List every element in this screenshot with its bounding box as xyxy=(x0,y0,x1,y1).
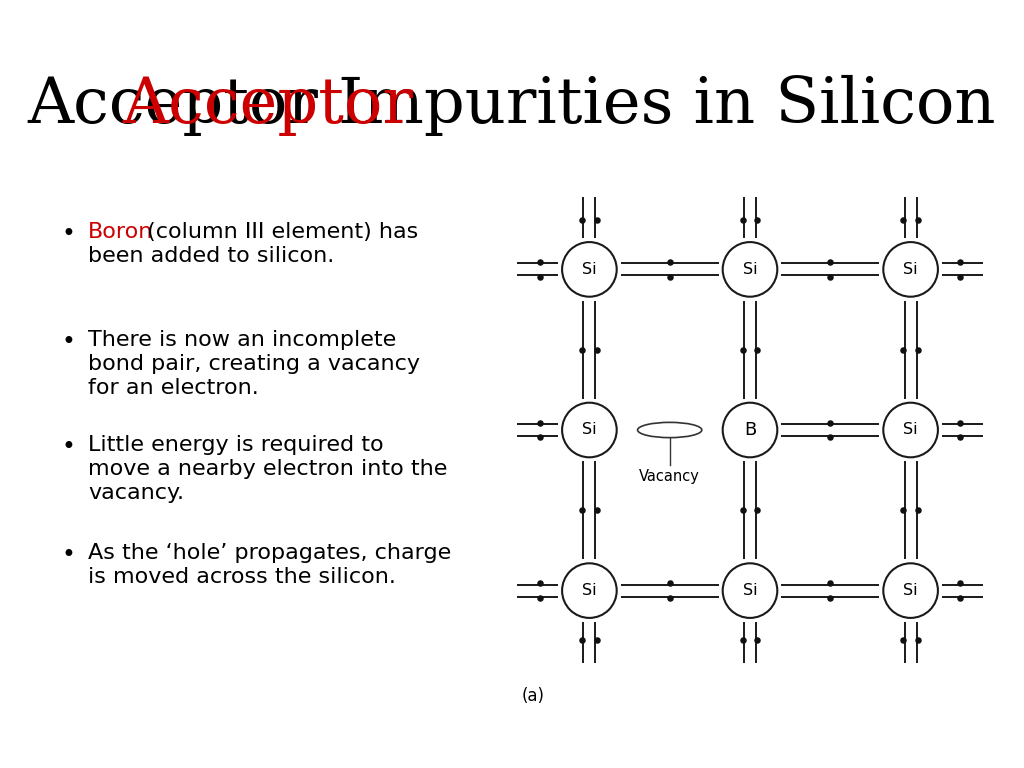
Text: for an electron.: for an electron. xyxy=(88,378,259,398)
Point xyxy=(951,256,968,268)
Point xyxy=(749,343,765,356)
Point xyxy=(662,578,678,590)
Point xyxy=(822,578,839,590)
Text: •: • xyxy=(61,330,75,354)
Point xyxy=(531,416,548,429)
Text: (a): (a) xyxy=(522,687,545,705)
Point xyxy=(909,343,926,356)
Circle shape xyxy=(884,563,938,618)
Point xyxy=(895,634,911,646)
Circle shape xyxy=(723,402,777,457)
Point xyxy=(589,214,605,226)
Point xyxy=(734,634,751,646)
Point xyxy=(574,214,591,226)
Point xyxy=(822,270,839,283)
Text: Si: Si xyxy=(903,262,918,277)
Point xyxy=(951,591,968,604)
Circle shape xyxy=(562,242,616,296)
Text: Si: Si xyxy=(903,583,918,598)
Text: Boron: Boron xyxy=(88,222,154,242)
Point xyxy=(531,270,548,283)
Text: Si: Si xyxy=(903,422,918,438)
Point xyxy=(531,578,548,590)
Text: Si: Si xyxy=(582,262,597,277)
Point xyxy=(662,270,678,283)
Point xyxy=(909,214,926,226)
Point xyxy=(749,634,765,646)
Point xyxy=(895,504,911,516)
Point xyxy=(589,634,605,646)
Point xyxy=(734,214,751,226)
Circle shape xyxy=(562,563,616,618)
Text: Acceptor Impurities in Silicon: Acceptor Impurities in Silicon xyxy=(28,74,996,135)
Point xyxy=(951,431,968,443)
Text: move a nearby electron into the: move a nearby electron into the xyxy=(88,459,447,479)
Text: Si: Si xyxy=(742,262,758,277)
Text: Si: Si xyxy=(582,583,597,598)
Point xyxy=(909,504,926,516)
Point xyxy=(589,343,605,356)
Point xyxy=(951,578,968,590)
Circle shape xyxy=(723,563,777,618)
Text: (column III element) has: (column III element) has xyxy=(140,222,418,242)
Text: bond pair, creating a vacancy: bond pair, creating a vacancy xyxy=(88,354,420,374)
Point xyxy=(531,256,548,268)
Text: B: B xyxy=(743,421,756,439)
Text: been added to silicon.: been added to silicon. xyxy=(88,246,334,266)
Point xyxy=(734,343,751,356)
Point xyxy=(749,504,765,516)
Point xyxy=(822,431,839,443)
Point xyxy=(574,504,591,516)
Point xyxy=(895,214,911,226)
Text: Si: Si xyxy=(582,422,597,438)
Circle shape xyxy=(562,402,616,457)
Point xyxy=(951,416,968,429)
Circle shape xyxy=(723,242,777,296)
Text: •: • xyxy=(61,435,75,459)
Point xyxy=(822,591,839,604)
Point xyxy=(822,256,839,268)
Circle shape xyxy=(884,402,938,457)
Point xyxy=(662,256,678,268)
Point xyxy=(662,591,678,604)
Point xyxy=(951,270,968,283)
Text: As the ‘hole’ propagates, charge: As the ‘hole’ propagates, charge xyxy=(88,543,452,563)
Point xyxy=(822,416,839,429)
Ellipse shape xyxy=(638,422,701,438)
Point xyxy=(734,504,751,516)
Text: Little energy is required to: Little energy is required to xyxy=(88,435,384,455)
Circle shape xyxy=(884,242,938,296)
Point xyxy=(531,431,548,443)
Point xyxy=(574,634,591,646)
Text: There is now an incomplete: There is now an incomplete xyxy=(88,330,396,350)
Text: Vacancy: Vacancy xyxy=(639,468,700,484)
Point xyxy=(749,214,765,226)
Text: Acceptor: Acceptor xyxy=(122,74,413,135)
Text: •: • xyxy=(61,222,75,246)
Text: is moved across the silicon.: is moved across the silicon. xyxy=(88,567,396,587)
Point xyxy=(589,504,605,516)
Text: •: • xyxy=(61,543,75,567)
Point xyxy=(531,591,548,604)
Text: vacancy.: vacancy. xyxy=(88,483,184,503)
Text: Si: Si xyxy=(742,583,758,598)
Point xyxy=(895,343,911,356)
Point xyxy=(574,343,591,356)
Point xyxy=(909,634,926,646)
